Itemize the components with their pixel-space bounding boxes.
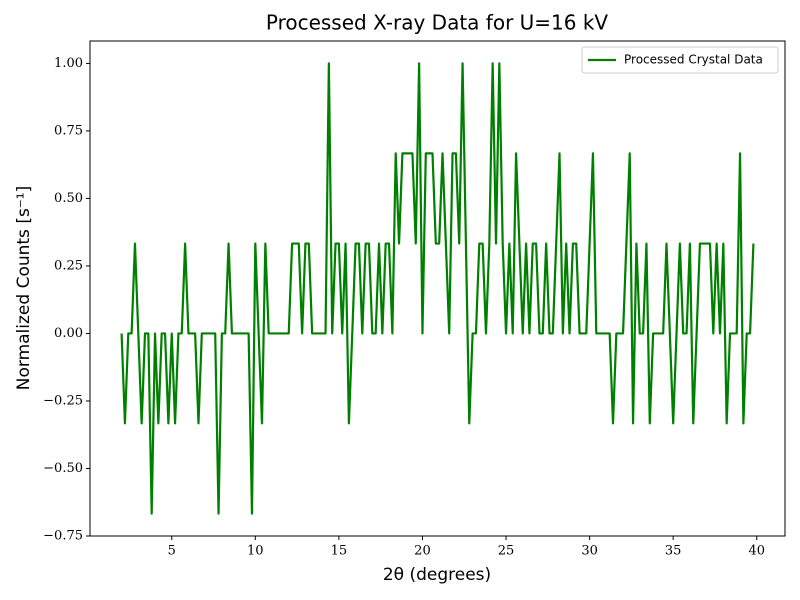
y-axis-label: Normalized Counts [s⁻¹] (14, 186, 34, 390)
y-tick-label: 0.25 (54, 258, 83, 273)
y-tick-label: 1.00 (54, 56, 83, 71)
x-tick-label: 30 (581, 544, 598, 559)
data-line (120, 62, 755, 515)
x-tick-label: 40 (748, 544, 765, 559)
x-tick-label: 25 (498, 544, 515, 559)
y-tick-label: 0.00 (54, 326, 83, 341)
y-tick-label: 0.75 (54, 123, 83, 138)
x-axis-label: 2θ (degrees) (383, 565, 491, 585)
x-tick-label: 5 (168, 544, 176, 559)
x-tick-label: 10 (247, 544, 264, 559)
y-tick-label: −0.25 (43, 393, 83, 408)
y-tick-label: 0.50 (54, 191, 83, 206)
x-tick-label: 20 (414, 544, 431, 559)
y-tick-label: −0.75 (43, 529, 83, 544)
chart-title: Processed X-ray Data for U=16 kV (266, 11, 609, 35)
x-tick-label: 15 (331, 544, 348, 559)
y-tick-label: −0.50 (43, 461, 83, 476)
x-tick-label: 35 (665, 544, 682, 559)
plot-frame (89, 40, 786, 537)
legend-label: Processed Crystal Data (624, 53, 763, 67)
legend-box (581, 46, 779, 74)
